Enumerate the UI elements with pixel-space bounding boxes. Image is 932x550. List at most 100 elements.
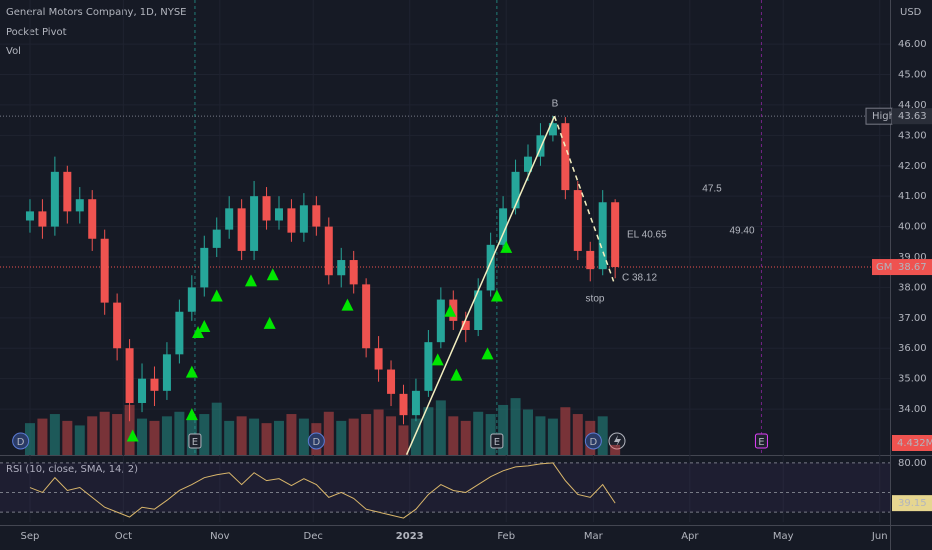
- volume-bar: [161, 416, 172, 455]
- rsi-last: 39.15: [898, 498, 927, 509]
- split-icon-bolt: [614, 435, 621, 447]
- volume-bar: [323, 411, 334, 455]
- rsi-last-bg: [892, 495, 932, 512]
- x-tick-label: Feb: [497, 531, 515, 542]
- pocket-pivot: [500, 240, 513, 253]
- indicator-label: Pocket Pivot: [6, 27, 67, 38]
- volume-bar: [224, 420, 235, 455]
- volume-bar: [373, 409, 384, 455]
- event-label: D: [590, 437, 598, 448]
- event-label: E: [494, 437, 500, 448]
- volume-bar: [597, 416, 608, 455]
- volume-bar: [298, 418, 309, 455]
- volume-bar: [485, 414, 496, 455]
- candle-body: [374, 348, 383, 370]
- volume-bar: [149, 420, 160, 455]
- candle-body: [611, 202, 620, 268]
- pocket-pivot: [192, 326, 205, 339]
- event-marker[interactable]: [490, 433, 504, 449]
- indicator-label: Vol: [6, 46, 21, 57]
- event-marker[interactable]: [188, 433, 202, 449]
- candle-body: [75, 199, 84, 212]
- volume-bar: [410, 418, 421, 455]
- annotation: stop: [586, 294, 605, 305]
- annotation: 49.40: [729, 226, 754, 237]
- volume-bar: [74, 425, 85, 455]
- volume-bar: [174, 411, 185, 455]
- volume-bar: [498, 404, 509, 455]
- x-tick-label: Apr: [681, 531, 699, 542]
- pocket-pivot: [481, 347, 494, 360]
- candle-body: [63, 171, 72, 212]
- y-tick-label: 42.00: [898, 161, 927, 172]
- rsi-band: [0, 462, 890, 513]
- pocket-pivot: [266, 268, 279, 281]
- x-tick-label: May: [773, 531, 794, 542]
- symbol-tag-bg: [872, 259, 892, 276]
- candle-body: [411, 390, 420, 416]
- volume-bar: [99, 411, 110, 455]
- last-price: 38.67: [898, 262, 927, 273]
- event-marker[interactable]: [12, 432, 30, 450]
- candle-body: [287, 208, 296, 233]
- candle-body: [349, 260, 358, 285]
- volume-bar: [236, 416, 247, 455]
- candle-body: [598, 202, 607, 270]
- volume-bar: [572, 414, 583, 455]
- candle-body: [548, 123, 557, 136]
- candle-body: [113, 302, 122, 349]
- pocket-pivot: [185, 365, 198, 378]
- candle-body: [586, 250, 595, 270]
- candle-body: [324, 226, 333, 276]
- event-label: E: [758, 437, 764, 448]
- volume-bar: [211, 402, 222, 455]
- pocket-pivot: [126, 429, 139, 442]
- candle-body: [511, 171, 520, 209]
- candle-body: [175, 311, 184, 355]
- volume-bar: [137, 418, 148, 455]
- trend-line-dashed: [553, 115, 615, 282]
- last-price-bg: [892, 259, 932, 276]
- candle-body: [536, 135, 545, 157]
- candle-body: [262, 196, 271, 221]
- pocket-pivot: [450, 368, 463, 381]
- volume-bar: [49, 414, 60, 455]
- x-tick-label: Mar: [584, 531, 604, 542]
- candle-body: [88, 199, 97, 239]
- candle-body: [25, 211, 34, 221]
- volume-bar: [522, 409, 533, 455]
- annotation: EL 40.65: [627, 230, 667, 241]
- event-marker[interactable]: [307, 432, 325, 450]
- candle-body: [138, 378, 147, 403]
- event-marker[interactable]: [584, 432, 602, 450]
- volume-bar: [535, 416, 546, 455]
- candle-body: [499, 208, 508, 245]
- candle-body: [449, 299, 458, 321]
- volume-bar: [199, 414, 210, 455]
- volume-bar: [460, 420, 471, 455]
- chart-title: General Motors Company, 1D, NYSE: [6, 7, 186, 18]
- candle-body: [436, 299, 445, 343]
- high-value-bg: [892, 108, 932, 125]
- volume-bar: [473, 411, 484, 455]
- y-tick-label: 45.00: [898, 70, 927, 81]
- x-tick-label: Dec: [304, 531, 323, 542]
- volume-bar: [348, 418, 359, 455]
- candle-body: [225, 208, 234, 230]
- pocket-pivot: [490, 289, 503, 302]
- y-tick-label: 36.00: [898, 343, 927, 354]
- volume-bar: [24, 423, 35, 455]
- volume-bar: [423, 407, 434, 455]
- y-tick-label: 40.00: [898, 222, 927, 233]
- candle-body: [200, 247, 209, 288]
- volume-bar: [124, 404, 135, 455]
- volume-bar: [448, 416, 459, 455]
- candle-body: [312, 205, 321, 227]
- x-tick-label: 2023: [396, 531, 424, 542]
- candle-body: [237, 208, 246, 251]
- rsi-line: [29, 462, 616, 519]
- event-marker[interactable]: [754, 433, 768, 449]
- candle-body: [150, 378, 159, 391]
- y-tick-label: 46.00: [898, 39, 927, 50]
